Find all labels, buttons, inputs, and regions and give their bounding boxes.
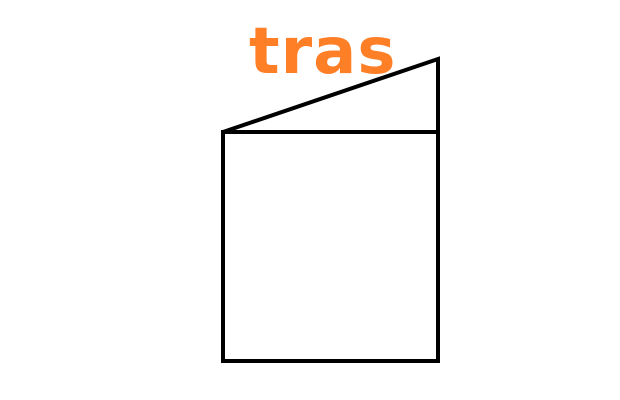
diagram-label: tras xyxy=(249,15,397,89)
flap-triangle-outline xyxy=(222,56,440,134)
square-outline xyxy=(221,130,440,363)
